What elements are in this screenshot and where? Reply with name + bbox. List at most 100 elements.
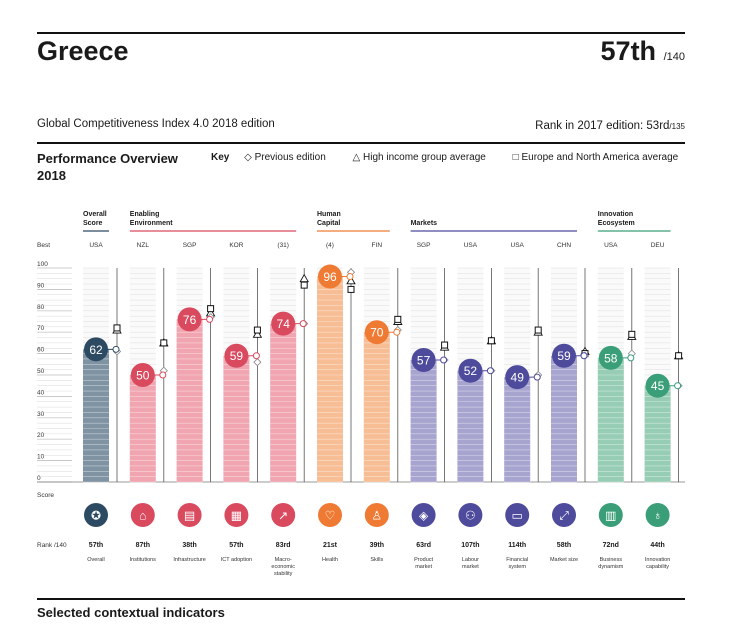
best-country: DEU: [651, 242, 665, 249]
bar: [410, 360, 437, 482]
pillar-name: market: [415, 564, 432, 570]
value-circle: [645, 373, 670, 398]
bar: [457, 370, 484, 482]
pillar-name: Infrastructure: [173, 557, 205, 563]
group-label: Innovation: [598, 211, 633, 218]
y-tick-label: 0: [37, 475, 41, 482]
key-label: Key: [211, 152, 230, 163]
value-dot: [346, 273, 354, 281]
value-dot: [252, 352, 260, 360]
value-dot: [299, 320, 307, 328]
value-dot: [486, 367, 494, 375]
y-tick-label: 100: [37, 261, 48, 268]
bar: [270, 323, 297, 482]
pillar-rank: 39th: [370, 542, 384, 549]
pillar-name: economic: [271, 564, 295, 570]
legend-europe-label: Europe and North America average: [521, 152, 679, 163]
pillar-name: system: [508, 564, 526, 570]
building-icon-glyph: ▥: [605, 509, 616, 523]
y-tick-label: 20: [37, 432, 45, 439]
pillar-name: Overall: [87, 557, 104, 563]
value-dot: [393, 328, 401, 336]
medal-icon-bg: [84, 503, 108, 527]
performance-chart: Overall Score Enabling Environment Human Capi…: [37, 211, 685, 577]
section-rule: [37, 142, 685, 144]
value-label: 52: [464, 364, 478, 378]
pillar-rank: 57th: [89, 542, 103, 549]
value-label: 96: [323, 270, 337, 284]
bar: [551, 355, 577, 482]
group-label: Score: [83, 220, 103, 227]
group-headers: Overall Score Enabling Environment Human Capi…: [83, 211, 671, 232]
best-label: Best: [37, 242, 50, 249]
tag-icon: ◈: [411, 503, 436, 527]
card-icon: ▭: [505, 503, 530, 527]
group-label: Environment: [130, 220, 173, 227]
pillar-name: Institutions: [130, 557, 157, 563]
score-label: Score: [37, 492, 54, 499]
previous-marker: [253, 358, 262, 367]
europe-marker: [113, 324, 121, 332]
bar: [597, 357, 624, 482]
value-dot: [112, 345, 120, 353]
expand-icon-glyph: ⤢: [558, 509, 569, 523]
building-icon-bg: [598, 503, 623, 527]
best-country: SGP: [417, 242, 431, 249]
value-label: 45: [651, 379, 665, 393]
value-circle: [598, 345, 623, 370]
pillar-rank: 38th: [182, 542, 196, 549]
y-tick-label: 90: [37, 282, 45, 289]
pillar-name: Labour: [462, 557, 479, 563]
growth-arrow-icon-glyph: ↗: [278, 509, 288, 523]
value-label: 76: [183, 313, 197, 327]
value-circle: [177, 307, 202, 332]
pillar-name: capability: [646, 564, 669, 570]
pillar-rank: 58th: [557, 542, 571, 549]
europe-marker: [253, 326, 261, 334]
chip-icon: ▦: [224, 503, 249, 527]
y-tick-label: 60: [37, 347, 45, 354]
value-label: 57: [417, 354, 431, 368]
tag-icon-bg: [411, 503, 436, 527]
selected-indicators-title: Selected contextual indicators: [37, 605, 225, 620]
best-country: USA: [89, 242, 103, 249]
best-country: USA: [511, 242, 525, 249]
legend-high-income-label: High income group average: [363, 152, 486, 163]
medal-icon-glyph: ✪: [91, 509, 101, 523]
pillar-name: Market size: [550, 557, 578, 563]
value-dot: [159, 371, 167, 379]
high-income-marker: [346, 275, 356, 285]
best-country: SGP: [183, 242, 197, 249]
group-label: Enabling: [130, 211, 160, 218]
country-name: Greece: [37, 36, 129, 66]
best-country: KOR: [229, 242, 243, 249]
europe-marker: [394, 315, 402, 323]
pillar-rank: 57th: [229, 542, 243, 549]
bar: [317, 276, 343, 482]
rank-value: 57th: [600, 36, 657, 66]
pillar-name: Business: [600, 557, 623, 563]
best-country: (4): [326, 242, 334, 249]
heart-icon: ♡: [318, 503, 342, 527]
bulb-icon: ♁: [645, 503, 670, 527]
expand-icon: ⤢: [552, 503, 576, 527]
pillar-rank: 83rd: [276, 542, 291, 549]
institution-icon-glyph: ⌂: [139, 509, 146, 523]
group-label: Ecosystem: [598, 220, 635, 227]
europe-marker: [300, 281, 308, 289]
heart-icon-glyph: ♡: [325, 509, 336, 523]
y-tick-label: 80: [37, 304, 45, 311]
pillar-name: Financial: [506, 557, 528, 563]
pillar-rank: 87th: [136, 542, 150, 549]
value-label: 59: [557, 349, 571, 363]
graduate-icon-bg: [364, 503, 389, 527]
chip-icon-glyph: ▦: [231, 509, 242, 523]
value-dot: [627, 354, 635, 362]
pillar-name: dynamism: [598, 564, 623, 570]
europe-marker: [628, 330, 636, 338]
legend-previous: ◇ Previous edition: [244, 152, 326, 163]
people-icon-bg: [458, 503, 483, 527]
bar: [504, 377, 531, 482]
value-circle: [458, 358, 483, 383]
bulb-icon-glyph: ♁: [653, 509, 662, 523]
